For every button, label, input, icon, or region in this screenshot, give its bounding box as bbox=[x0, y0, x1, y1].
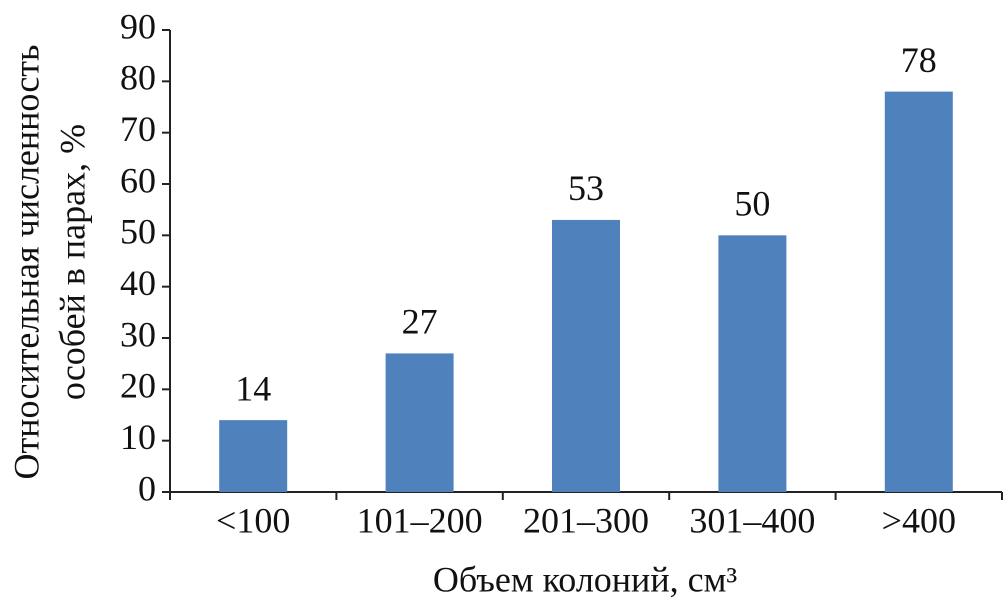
bar bbox=[884, 91, 953, 492]
y-tick-label: 20 bbox=[120, 366, 156, 406]
bar bbox=[552, 219, 620, 492]
y-tick-label: 40 bbox=[120, 263, 156, 303]
y-tick-label: 50 bbox=[120, 212, 156, 252]
y-tick-label: 10 bbox=[120, 417, 156, 457]
value-label: 14 bbox=[235, 368, 271, 408]
bar bbox=[219, 420, 288, 492]
value-label: 78 bbox=[901, 40, 937, 80]
x-tick-label: 201–300 bbox=[523, 500, 649, 540]
value-label: 27 bbox=[402, 302, 438, 342]
y-axis-label-line: особей в парах, % bbox=[52, 124, 92, 400]
y-axis-label: Относительная численность особей в парах… bbox=[6, 45, 92, 480]
y-tick-label: 60 bbox=[120, 160, 156, 200]
value-label: 53 bbox=[568, 168, 604, 208]
y-tick-label: 0 bbox=[138, 468, 156, 508]
value-label: 50 bbox=[734, 184, 770, 224]
x-tick-label: <100 bbox=[216, 500, 290, 540]
x-tick-label: 101–200 bbox=[357, 500, 483, 540]
x-axis-label: Объем колоний, см³ bbox=[433, 559, 738, 599]
y-tick-label: 70 bbox=[120, 109, 156, 149]
y-tick-label: 30 bbox=[120, 314, 156, 354]
y-tick-label: 90 bbox=[120, 6, 156, 46]
x-tick-label: >400 bbox=[882, 500, 956, 540]
bar bbox=[385, 353, 454, 492]
y-axis-label-line: Относительная численность bbox=[6, 45, 46, 480]
bar bbox=[718, 235, 787, 493]
y-tick-label: 80 bbox=[120, 58, 156, 98]
x-tick-label: 301–400 bbox=[689, 500, 815, 540]
